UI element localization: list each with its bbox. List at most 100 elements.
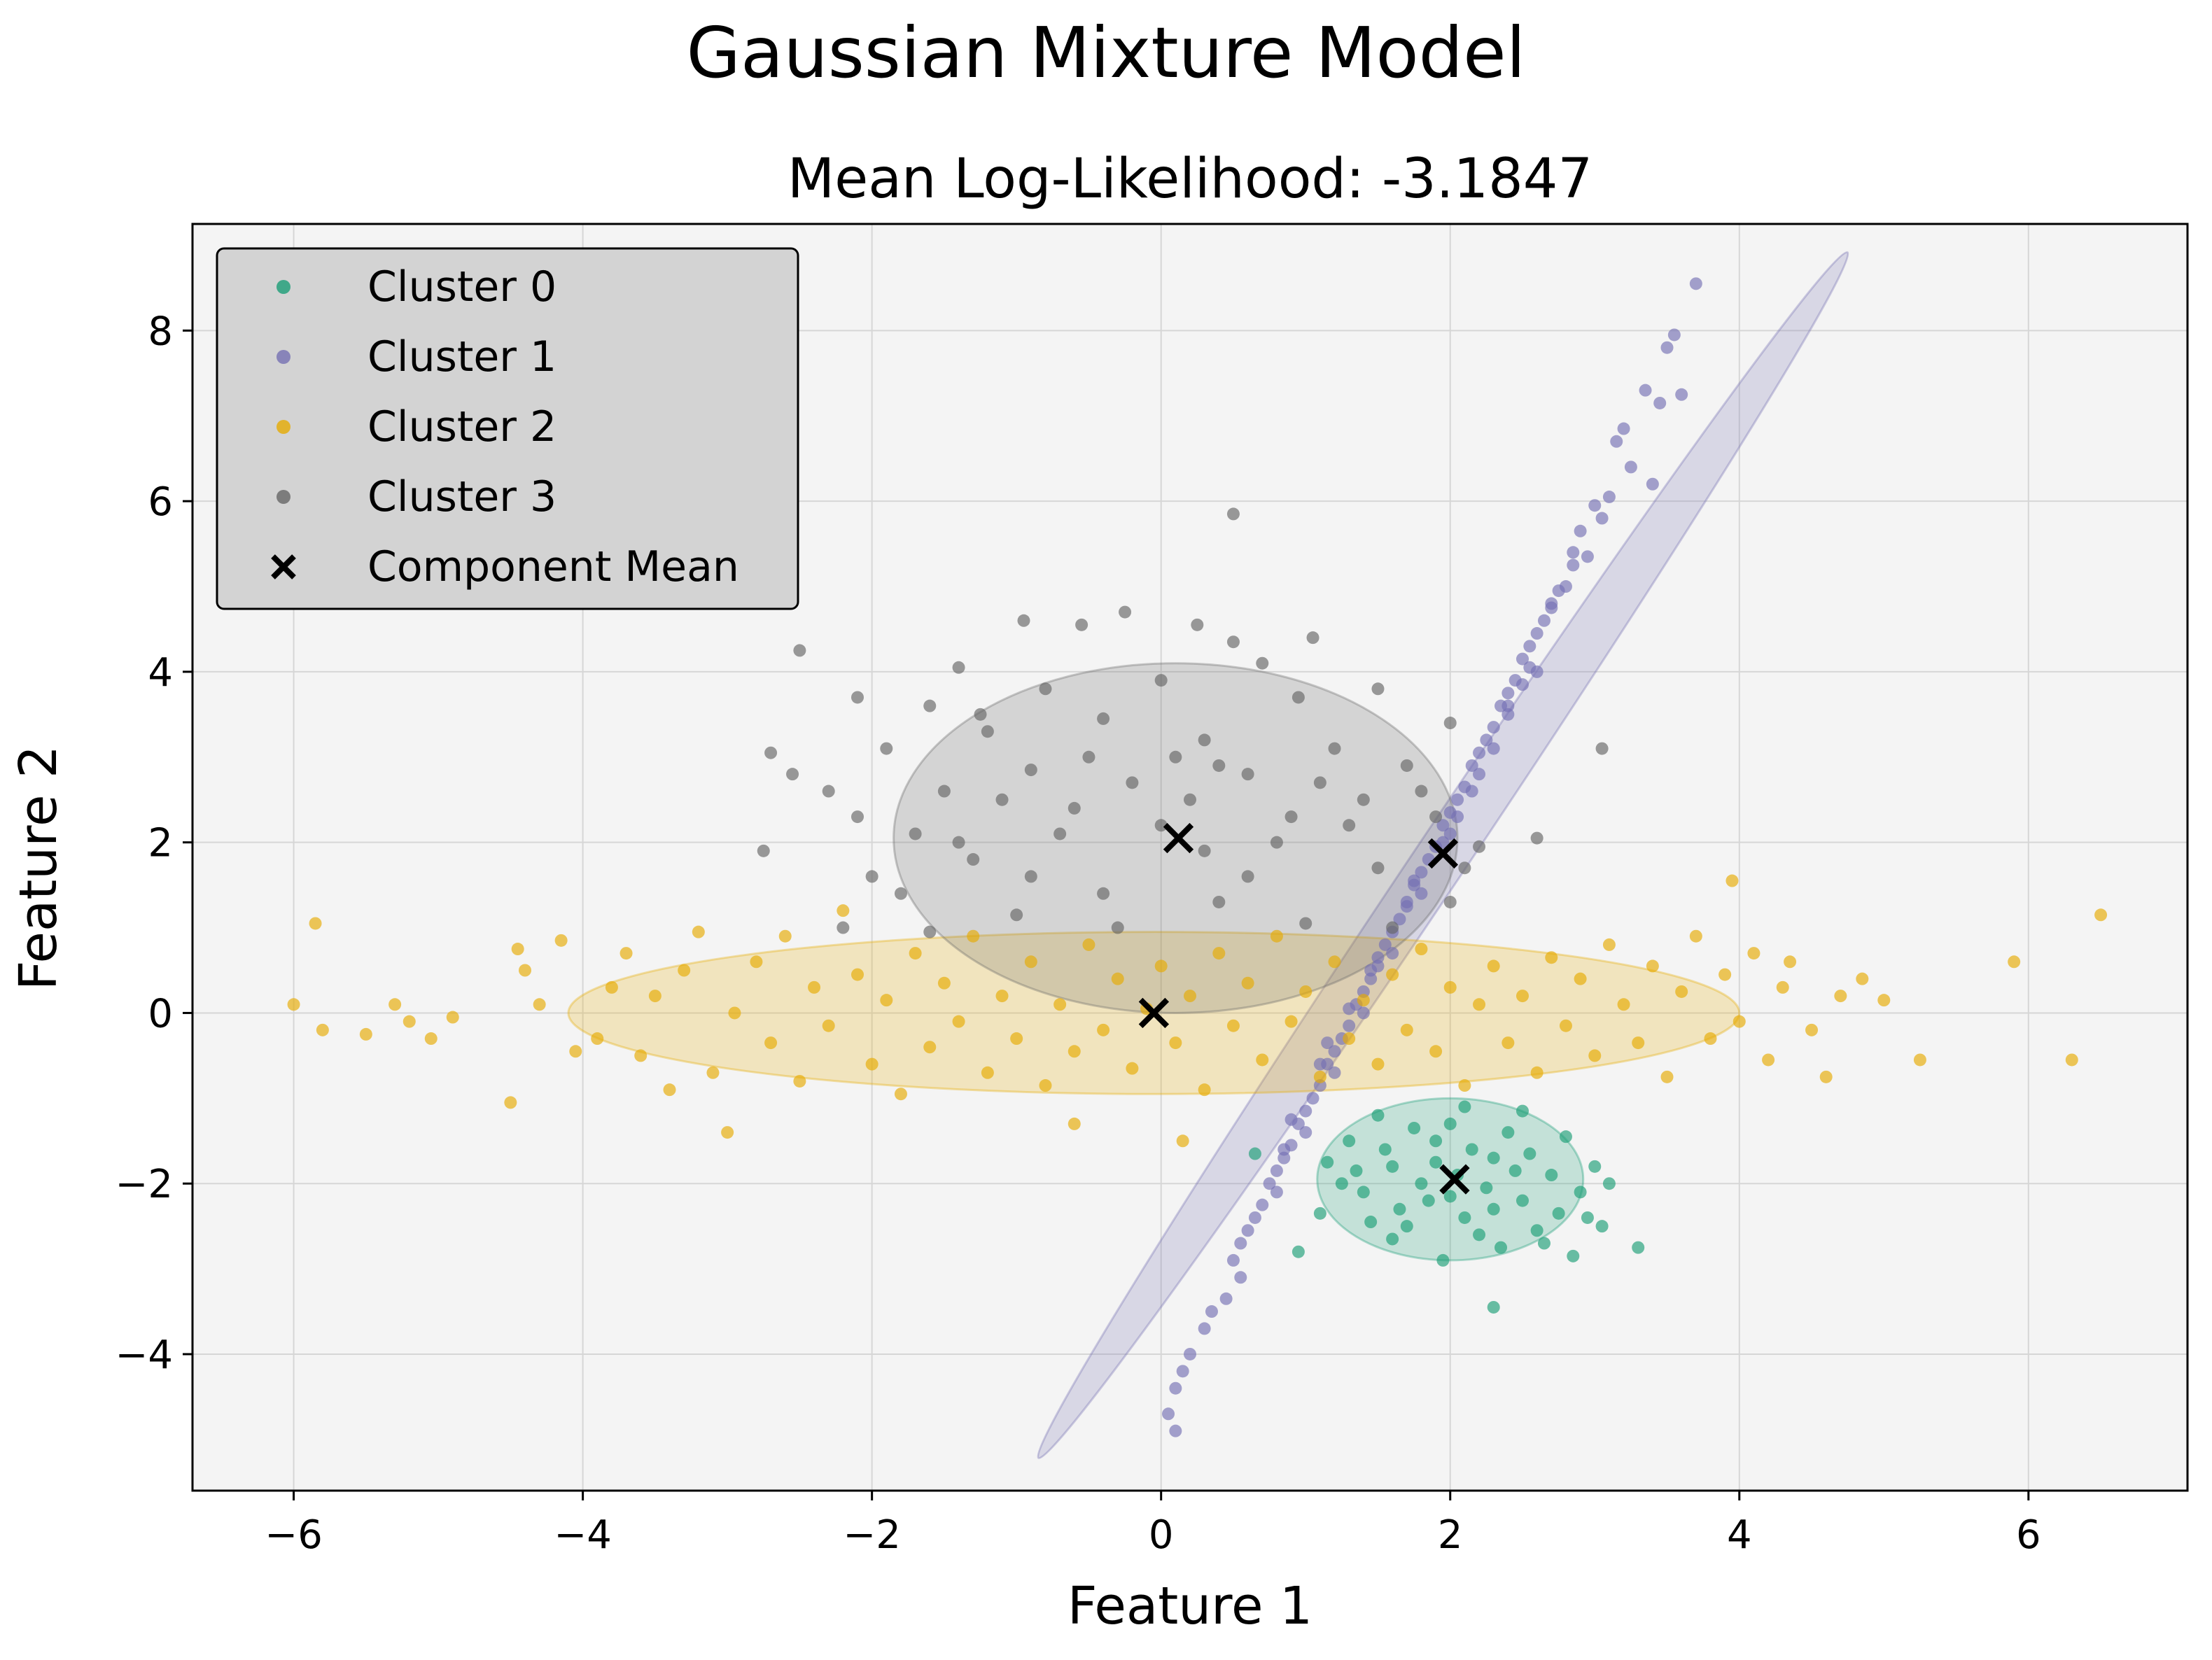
data-point: [1588, 1160, 1602, 1173]
data-point: [1126, 776, 1139, 789]
data-point: [678, 964, 691, 977]
data-point: [1559, 1130, 1572, 1144]
y-tick-label: 2: [148, 821, 173, 866]
data-point: [569, 1045, 582, 1058]
data-point: [1184, 990, 1196, 1003]
x-tick-label: 4: [1727, 1512, 1752, 1558]
data-point: [1574, 524, 1587, 537]
data-point: [2094, 908, 2108, 922]
data-point: [511, 943, 524, 956]
legend-marker: [271, 554, 296, 579]
cluster-3-points: [757, 507, 1609, 938]
data-point: [1429, 810, 1443, 824]
data-point: [1226, 1019, 1240, 1032]
data-point: [1574, 972, 1587, 985]
data-point: [1675, 388, 1688, 401]
data-point: [1574, 1186, 1587, 1199]
legend-marker: [276, 350, 290, 364]
data-point: [1443, 895, 1457, 908]
data-point: [1313, 1070, 1326, 1083]
data-point: [1545, 1169, 1558, 1182]
data-point: [1343, 819, 1356, 832]
data-point: [923, 1041, 937, 1054]
data-point: [1516, 1104, 1529, 1118]
data-point: [1646, 959, 1659, 973]
data-point: [822, 1019, 835, 1032]
data-point: [1270, 929, 1283, 943]
data-point: [504, 1096, 517, 1109]
data-point: [1371, 682, 1385, 696]
data-point: [1371, 861, 1385, 875]
data-point: [1343, 1134, 1356, 1148]
data-point: [995, 990, 1009, 1003]
data-point: [1357, 994, 1370, 1007]
data-point: [1205, 1305, 1218, 1318]
data-point: [692, 925, 705, 938]
y-axis-label: Feature 2: [8, 745, 69, 990]
data-point: [1588, 1049, 1602, 1062]
data-point: [1877, 994, 1891, 1007]
data-point: [1610, 435, 1623, 448]
data-point: [1602, 491, 1616, 504]
data-point: [1357, 1186, 1370, 1199]
data-point: [1198, 733, 1211, 747]
data-point: [1292, 1245, 1305, 1258]
cluster-0-points: [1248, 1100, 1645, 1314]
data-point: [1082, 938, 1096, 951]
data-point: [1487, 1202, 1500, 1216]
data-point: [909, 827, 922, 840]
data-point: [1704, 1032, 1717, 1046]
data-point: [1537, 1237, 1550, 1250]
x-axis-label: Feature 1: [1068, 1576, 1312, 1636]
data-point: [1400, 1023, 1413, 1036]
data-point: [894, 887, 907, 900]
data-point: [836, 921, 850, 934]
data-point: [1422, 1194, 1435, 1207]
data-point: [1675, 985, 1688, 998]
data-point: [1024, 955, 1037, 969]
data-point: [1111, 921, 1124, 934]
data-point: [605, 980, 618, 994]
data-point: [1523, 1147, 1536, 1160]
data-point: [865, 870, 878, 883]
data-point: [1321, 1155, 1334, 1169]
data-point: [1169, 750, 1182, 764]
x-tick-label: −4: [554, 1512, 612, 1558]
data-point: [1429, 1134, 1443, 1148]
data-point: [1313, 1057, 1326, 1071]
data-point: [446, 1011, 459, 1024]
data-point: [1747, 947, 1760, 960]
data-point: [1357, 1006, 1370, 1020]
x-tick-label: 2: [1438, 1512, 1463, 1558]
data-point: [1667, 328, 1681, 342]
data-point: [1234, 1271, 1247, 1284]
data-point: [554, 934, 568, 947]
data-point: [1364, 1216, 1378, 1229]
data-point: [1776, 980, 1789, 994]
data-point: [1241, 870, 1254, 883]
data-point: [1284, 810, 1298, 824]
data-point: [1718, 968, 1732, 981]
data-point: [1502, 1036, 1515, 1050]
data-point: [1726, 874, 1739, 887]
data-point: [316, 1023, 329, 1036]
data-point: [1248, 1211, 1261, 1224]
legend-label: Component Mean: [368, 542, 739, 591]
data-point: [1473, 768, 1486, 781]
data-point: [967, 853, 980, 866]
data-point: [1198, 1083, 1211, 1097]
data-point: [1313, 776, 1326, 789]
data-point: [1292, 691, 1305, 704]
y-tick-label: 6: [148, 479, 173, 525]
data-point: [287, 998, 300, 1011]
data-point: [851, 968, 864, 981]
data-point: [1502, 1126, 1515, 1139]
x-tick-label: −6: [265, 1512, 323, 1558]
y-tick-label: −4: [115, 1332, 173, 1378]
legend-marker: [276, 420, 290, 434]
data-point: [1632, 1036, 1645, 1050]
data-point: [1595, 512, 1609, 525]
data-point: [648, 990, 662, 1003]
component-mean-marker: [1439, 1164, 1470, 1195]
data-point: [1256, 656, 1269, 670]
